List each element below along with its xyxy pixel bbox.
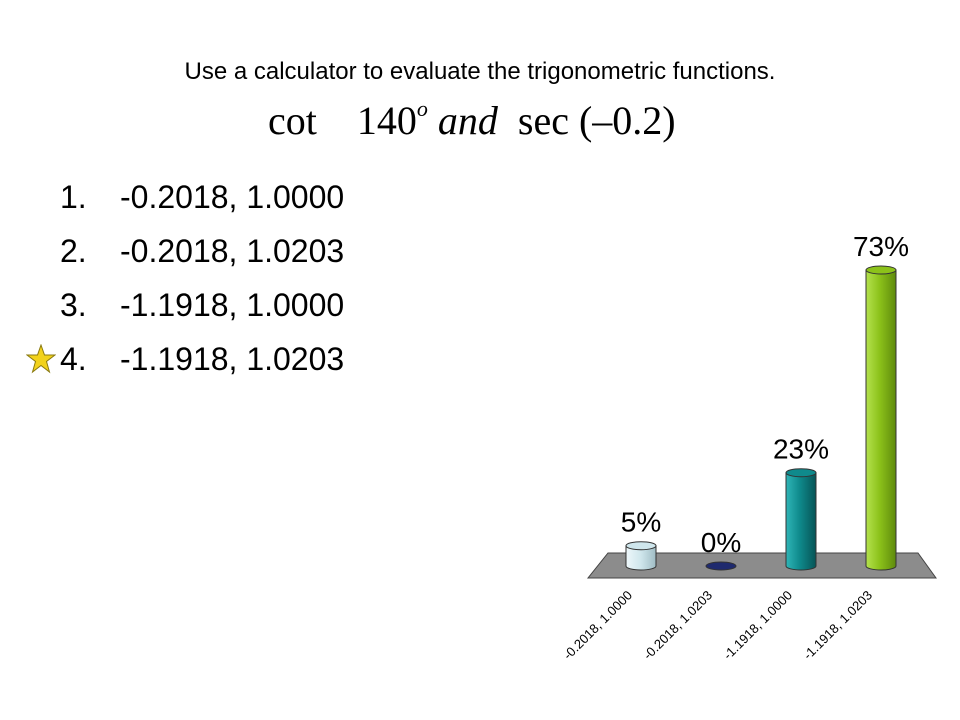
bar-body [785,472,817,571]
choice-number: 4. [60,341,87,377]
choice-text: -1.1918, 1.0000 [120,287,345,323]
choice-2[interactable]: 2. -0.2018, 1.0203 [60,228,344,282]
bar-top [785,468,817,478]
bar-top [625,541,657,551]
bar-4 [865,265,897,571]
choice-text: -0.2018, 1.0203 [120,233,345,269]
bar-top [705,561,737,571]
data-label: 5% [621,507,661,538]
formula-degree: o [416,96,428,121]
choice-text: -0.2018, 1.0000 [120,179,345,215]
formula-sec: sec [517,98,569,143]
choice-text: -1.1918, 1.0203 [120,341,345,377]
choice-4[interactable]: 4. -1.1918, 1.0203 [26,336,345,390]
data-label: 0% [701,527,741,558]
formula-arg: (–0.2) [578,98,676,143]
data-label: 73% [853,231,909,262]
category-label: -0.2018, 1.0203 [640,588,715,663]
bar-3 [785,468,817,571]
star-icon [26,344,56,374]
choice-3[interactable]: 3. -1.1918, 1.0000 [60,282,344,336]
choice-number: 1. [60,179,87,215]
bar-1 [625,541,657,571]
bar-2 [705,561,737,571]
choice-number: 2. [60,233,87,269]
bar-top [865,265,897,275]
formula-cot: cot [268,98,317,143]
bar-body [625,545,657,571]
data-label: 23% [773,434,829,465]
choice-number: 3. [60,287,87,323]
category-label: -1.1918, 1.0203 [800,588,875,663]
category-label: -0.2018, 1.0000 [560,588,635,663]
category-label: -1.1918, 1.0000 [720,588,795,663]
choice-1[interactable]: 1. -0.2018, 1.0000 [60,174,344,228]
bar-body [865,269,897,571]
formula-and: and [437,98,498,143]
formula-angle: 140 [356,98,417,143]
formula: cot 140o and sec (–0.2) [268,96,676,144]
slide-title: Use a calculator to evaluate the trigono… [184,58,776,85]
answer-choices: 1. -0.2018, 1.0000 2. -0.2018, 1.0203 3. -1… [26,174,345,390]
